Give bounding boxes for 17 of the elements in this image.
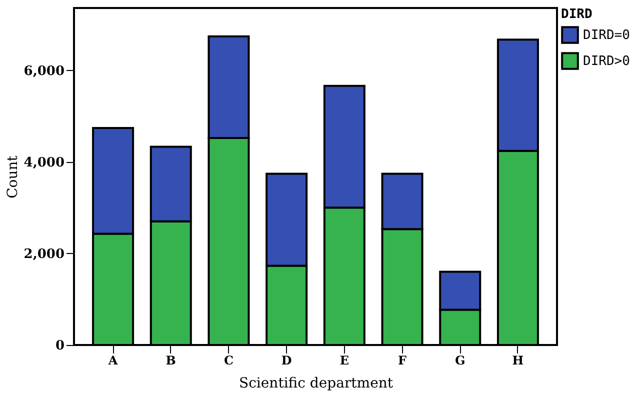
y-tick-label: 6,000 [24, 64, 64, 79]
x-tick-label: D [281, 354, 292, 368]
y-tick-label: 4,000 [24, 155, 64, 170]
x-tick-label: B [166, 354, 176, 368]
y-axis-title: Count [4, 155, 21, 198]
x-tick-label: A [107, 354, 118, 368]
y-tick-label: 2,000 [24, 246, 64, 262]
x-axis-title: Scientific department [238, 376, 394, 392]
x-tick-label: C [224, 354, 234, 368]
x-tick-label: F [398, 354, 407, 368]
x-tick-label: G [454, 354, 466, 368]
x-tick-label: H [512, 354, 524, 368]
x-tick-label: E [340, 354, 349, 368]
legend-label: DIRD>0 [583, 54, 630, 69]
legend-title: DIRD [561, 7, 592, 22]
y-tick-label: 0 [55, 338, 64, 354]
legend-label: DIRD=0 [583, 28, 630, 43]
